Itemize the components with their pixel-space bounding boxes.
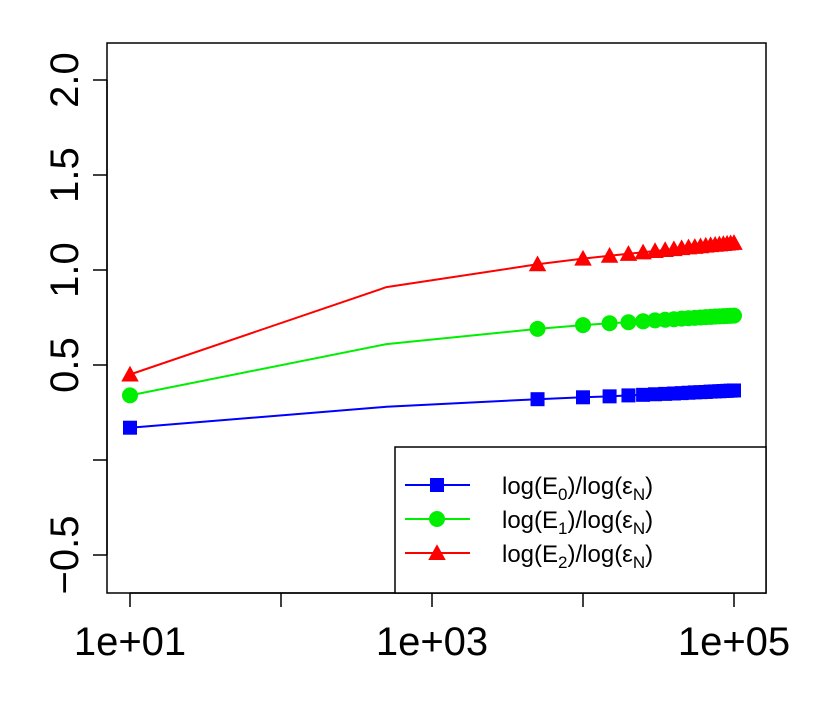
- data-point: [620, 314, 637, 331]
- series-0: [123, 383, 741, 435]
- legend: log(E0)/log(εN)log(E1)/log(εN)log(E2)/lo…: [394, 446, 767, 594]
- x-tick-label: 1e+01: [74, 620, 186, 664]
- legend-label: log(E0)/log(εN): [502, 473, 653, 504]
- legend-swatch-marker: [430, 478, 444, 492]
- data-point: [634, 243, 652, 260]
- data-point: [575, 317, 591, 334]
- data-point: [619, 245, 638, 261]
- data-point: [636, 387, 651, 402]
- y-tick-label: 1.5: [43, 147, 87, 203]
- legend-entry: log(E2)/log(εN): [405, 541, 653, 572]
- series-line: [129, 241, 735, 376]
- y-tick-label: −0.5: [43, 516, 87, 595]
- data-point: [635, 313, 652, 330]
- y-tick-label: 1.0: [43, 242, 87, 298]
- legend-swatch-marker: [428, 544, 446, 560]
- series-1: [122, 307, 742, 404]
- data-point: [621, 388, 636, 403]
- data-point: [727, 383, 741, 398]
- data-point: [726, 307, 742, 324]
- x-tick-label: 1e+05: [678, 620, 790, 664]
- y-tick-label: 2.0: [43, 52, 87, 108]
- data-point: [122, 387, 138, 404]
- data-point: [121, 365, 139, 382]
- legend-label: log(E2)/log(εN): [502, 541, 653, 572]
- data-point: [725, 234, 743, 250]
- axes: 1e+01 1e+03 1e+05 −0.5 0.5 1.0 1.5 2.0: [43, 52, 790, 664]
- legend-entry: log(E0)/log(εN): [405, 473, 653, 504]
- legend-swatch-marker: [429, 511, 445, 527]
- legend-entry: log(E1)/log(εN): [405, 507, 653, 538]
- data-point: [528, 255, 547, 272]
- data-point: [601, 315, 618, 332]
- x-tick-label: 1e+03: [376, 620, 488, 664]
- data-point: [576, 390, 590, 405]
- y-tick-label: 0.5: [43, 337, 87, 393]
- data-point: [530, 392, 545, 407]
- legend-label: log(E1)/log(εN): [502, 507, 653, 538]
- data-point: [602, 389, 617, 404]
- series-layer: [121, 234, 743, 435]
- series-2: [121, 234, 743, 382]
- data-point: [529, 320, 546, 337]
- data-point: [600, 247, 619, 263]
- data-point: [574, 249, 592, 266]
- data-point: [123, 420, 137, 435]
